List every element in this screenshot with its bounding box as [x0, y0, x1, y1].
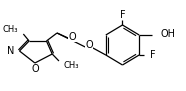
Text: N: N — [7, 46, 15, 56]
Text: O: O — [69, 32, 76, 42]
Text: F: F — [150, 50, 155, 60]
Text: OH: OH — [160, 29, 175, 39]
Text: O: O — [31, 64, 39, 74]
Text: F: F — [120, 10, 125, 20]
Text: CH₃: CH₃ — [64, 62, 79, 71]
Text: O: O — [85, 40, 93, 51]
Text: CH₃: CH₃ — [2, 24, 17, 33]
